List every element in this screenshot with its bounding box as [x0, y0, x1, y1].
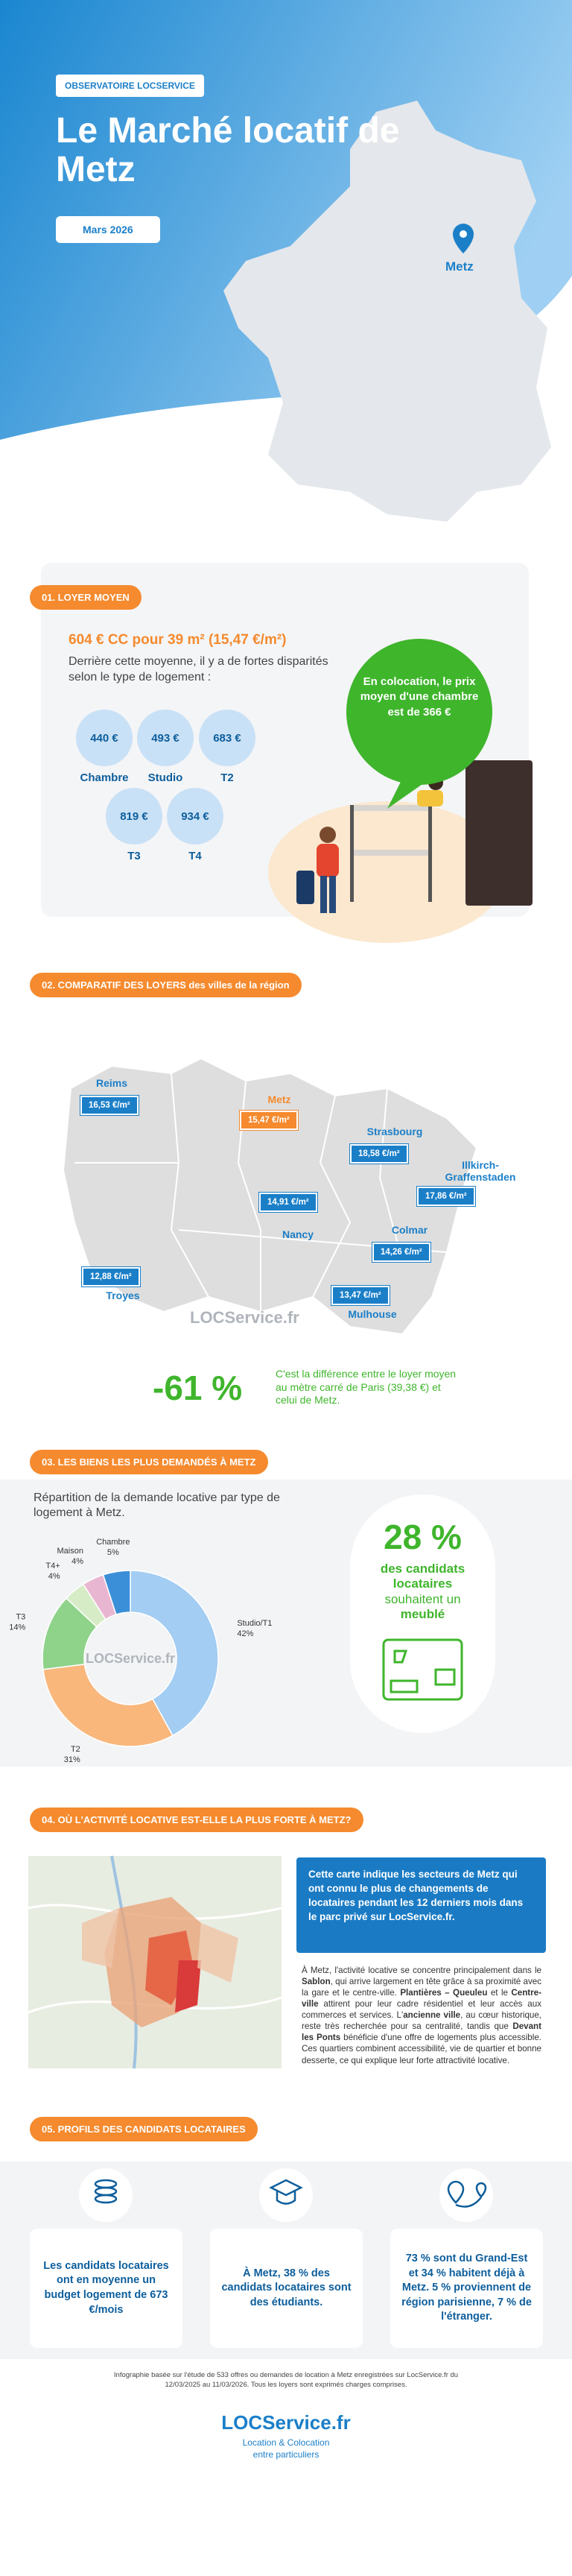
info-box: Cette carte indique les secteurs de Metz…: [296, 1857, 546, 1953]
tagline-line: Location & Colocation: [242, 2437, 330, 2448]
text: bénéficie d'une offre de logements plus …: [302, 2033, 541, 2065]
price-bubble: 934 €: [167, 788, 223, 845]
profile-card: À Metz, 38 % des candidats locataires so…: [210, 2229, 363, 2348]
page-title: Le Marché locatif de Metz: [56, 111, 400, 189]
segment-value: 4%: [48, 1572, 60, 1581]
city-price: 14,26 €/m²: [372, 1243, 430, 1262]
watermark: LOCService.fr: [190, 1308, 299, 1327]
price-bubble: 493 €: [137, 710, 194, 766]
segment-label: Studio/T1: [237, 1619, 272, 1628]
segment-value: 14%: [9, 1623, 25, 1632]
donut-segment: [102, 1570, 131, 1615]
tagline: Location & Colocation entre particuliers: [174, 2437, 398, 2460]
stat-text-part: des candidats locataires: [380, 1562, 465, 1591]
city-price: 18,58 €/m²: [350, 1144, 408, 1164]
type-label: T3: [127, 850, 141, 862]
segment-value: 31%: [64, 1755, 80, 1764]
type-label: T4: [188, 850, 202, 862]
stat: 28 %: [384, 1518, 462, 1556]
text: Centre-ville: [302, 1988, 541, 2010]
segment-label: Chambre: [96, 1538, 130, 1547]
section-label: 03. LES BIENS LES PLUS DEMANDÉS À METZ: [30, 1450, 268, 1474]
segment-label: T3: [16, 1612, 25, 1621]
stat-text-part: meublé: [400, 1607, 445, 1622]
segment-label: T2: [71, 1745, 80, 1754]
city-name: Nancy: [282, 1228, 314, 1240]
city-label: Metz: [445, 259, 474, 274]
type-label: Studio: [147, 771, 183, 784]
text: , qui arrive largement en tête grâce à s…: [302, 1977, 541, 1998]
badge: OBSERVATOIRE LOCSERVICE: [56, 75, 204, 97]
city-name: Illkirch-Graffenstaden: [445, 1159, 516, 1183]
text: Sablon: [302, 1977, 331, 1987]
section-label: 05. PROFILS DES CANDIDATS LOCATAIRES: [30, 2117, 258, 2141]
city-name: Metz: [267, 1093, 291, 1105]
segment-value: 5%: [107, 1548, 119, 1557]
region-borders: [74, 1073, 448, 1312]
section-label: 04. OÙ L'ACTIVITÉ LOCATIVE EST-ELLE LA P…: [30, 1808, 363, 1832]
donut-segment: [42, 1663, 174, 1747]
city-price: 17,86 €/m²: [417, 1187, 475, 1206]
price-bubble: 819 €: [106, 788, 162, 845]
text: ancienne ville: [403, 2010, 461, 2021]
logo: LOCService.fr: [221, 2411, 351, 2434]
profile-card: 73 % sont du Grand-Est et 34 % habitent …: [390, 2229, 543, 2348]
city-price: 12,88 €/m²: [82, 1267, 140, 1287]
tagline-line: entre particuliers: [252, 2449, 320, 2460]
text: À Metz, l'activité locative se concentre…: [302, 1966, 541, 1975]
colocation-text: En colocation, le prix moyen d'une chamb…: [360, 675, 479, 719]
segment-label: T4+: [45, 1562, 60, 1570]
price-bubble: 440 €: [76, 710, 133, 766]
section-label: 02. COMPARATIF DES LOYERS des villes de …: [30, 973, 302, 997]
icons: [79, 2168, 493, 2222]
difference-text: C'est la différence entre le loyer moyen…: [276, 1368, 457, 1406]
paragraph: À Metz, l'activité locative se concentre…: [302, 1965, 541, 2066]
colocation-tail: [387, 779, 425, 809]
stat-text-part: souhaitent un: [384, 1591, 461, 1606]
city-price: 14,91 €/m²: [259, 1193, 317, 1212]
text: Devant les Ponts: [302, 2021, 541, 2043]
city-name: Troyes: [106, 1289, 140, 1301]
stat-text: des candidats locataires souhaitent un m…: [365, 1562, 480, 1623]
city-name: Strasbourg: [366, 1126, 423, 1137]
stat-card: [350, 1494, 495, 1733]
colocation-circle: [346, 639, 492, 785]
text: attirent pour leur cadre résidentiel et …: [302, 1999, 541, 2021]
text: et le: [487, 1988, 512, 1998]
city-map: [28, 1855, 282, 2069]
price-bubble: 683 €: [199, 710, 255, 766]
donut-segment: [130, 1570, 219, 1737]
map-pin: [453, 224, 474, 253]
section-label: 01. LOYER MOYEN: [30, 585, 142, 610]
city-name: Mulhouse: [348, 1308, 397, 1320]
city-name: Colmar: [391, 1224, 428, 1236]
france-map: [223, 101, 551, 522]
difference: -61 %: [153, 1368, 243, 1407]
type-label: Chambre: [80, 771, 129, 784]
profile-card: Les candidats locataires ont en moyenne …: [30, 2229, 182, 2348]
text: , au cœur historique, reste très recherc…: [302, 2010, 542, 2032]
chart-title: Répartition de la demande locative par t…: [34, 1491, 280, 1519]
segment-value: 4%: [72, 1557, 83, 1566]
city-price: 15,47 €/m²: [240, 1111, 298, 1130]
footnote: Infographie basée sur l'étude de 533 off…: [113, 2371, 459, 2390]
segment-label: Maison: [57, 1547, 83, 1556]
type-label: T2: [220, 771, 234, 784]
city-name: Reims: [95, 1077, 128, 1089]
watermark: LOCService.fr: [86, 1651, 175, 1666]
date: Mars 2026: [56, 216, 160, 243]
city-price: 16,53 €/m²: [80, 1096, 139, 1115]
segment-value: 42%: [237, 1629, 253, 1638]
text: Plantières – Queuleu: [400, 1988, 488, 1998]
headline: 604 € CC pour 39 m² (15,47 €/m²): [69, 632, 287, 648]
description: Derrière cette moyenne, il y a de fortes…: [69, 655, 328, 684]
illustration: [296, 760, 533, 913]
furniture-icon: [382, 1638, 463, 1701]
city-price: 13,47 €/m²: [331, 1286, 390, 1305]
